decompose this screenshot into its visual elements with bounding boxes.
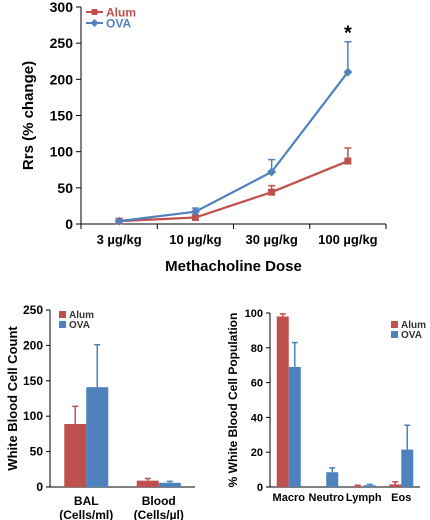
data-point [267,167,277,177]
bar [86,387,109,487]
y-tick-label: 20 [251,447,263,459]
legend-label: OVA [401,330,422,341]
bar-chart-2: 0 20 40 60 80 100 Macro Neutro Lymph Eos % White B… [226,308,426,504]
y-axis-label: Rrs (% change) [20,61,37,170]
line-chart: 0 50 100 150 200 250 300 3 µg/kg 10 µg/kg 30 µg/k… [20,0,387,275]
legend-swatch [59,311,66,318]
bar-chart-1: 0 50 100 150 200 250 BAL(Cells/ml) Blood(Cells/… [5,303,195,520]
bar [276,316,289,487]
x-axis-label: Methacholine Dose [165,258,302,275]
y-tick-label: 100 [23,409,43,423]
y-tick-label: 50 [30,445,44,459]
y-axis-label: % White Blood Cell Population [226,313,240,488]
legend-swatch [391,331,398,338]
series-alum [276,313,402,487]
y-tick-label: 100 [50,144,74,160]
y-tick-label: 200 [50,71,74,87]
bar [401,449,414,487]
series-ova [288,341,414,487]
x-tick-label: 30 µg/kg [245,232,297,247]
x-tick-label: Neutro [309,492,345,504]
y-tick-label: 0 [65,216,73,232]
x-tick-label: 3 µg/kg [97,232,142,247]
y-axis-label: White Blood Cell Count [5,326,20,471]
y-tick-label: 100 [245,308,263,320]
series-line [118,71,349,223]
x-tick-label: Blood [142,494,176,508]
y-tick-label: 80 [251,343,263,355]
series-line [119,160,349,223]
bar [64,423,87,487]
legend-marker [90,19,99,27]
x-tick-label: Macro [273,492,306,504]
x-tick-label: Eos [391,492,411,504]
bar [351,486,364,487]
y-tick-label: 250 [50,35,74,51]
y-tick-label: 150 [23,374,43,388]
legend-marker [91,9,98,15]
x-tick-label: (Cells/µl) [134,508,184,520]
y-tick-label: 250 [23,303,43,317]
y-tick-label: 300 [50,0,74,15]
data-point [190,207,200,217]
legend-label: Alum [401,320,426,331]
legend-swatch [391,321,398,328]
data-point [268,188,276,196]
y-tick-label: 60 [251,378,263,390]
bar [363,485,376,487]
y-tick-label: 50 [57,180,73,196]
series-alum [115,147,352,225]
y-tick-label: 200 [23,338,43,352]
series-alum [64,405,159,487]
y-tick-label: 0 [36,480,43,494]
significance-marker: * [344,23,352,45]
x-tick-label: BAL [74,494,99,508]
x-tick-label: Lymph [346,492,382,504]
x-tick-label: (Cells/ml) [59,508,113,520]
legend-swatch [59,321,66,328]
legend-label: Alum [69,310,94,321]
y-tick-label: 0 [257,482,263,494]
legend-label: OVA [69,320,90,331]
x-tick-label: 100 µg/kg [318,232,378,247]
bar [158,482,181,487]
y-tick-label: 150 [50,108,74,124]
data-point [343,67,353,77]
bar [136,480,159,487]
series-ova [114,40,353,226]
bar [389,484,402,487]
x-tick-label: 10 µg/kg [169,232,221,247]
series-ova [86,343,181,487]
y-tick-label: 40 [251,412,263,424]
data-point [114,216,124,226]
data-point [344,157,352,165]
data-point [191,213,199,221]
bar [326,472,339,487]
bar [288,366,301,487]
legend-label: OVA [106,17,131,31]
legend-label: Alum [106,6,136,20]
